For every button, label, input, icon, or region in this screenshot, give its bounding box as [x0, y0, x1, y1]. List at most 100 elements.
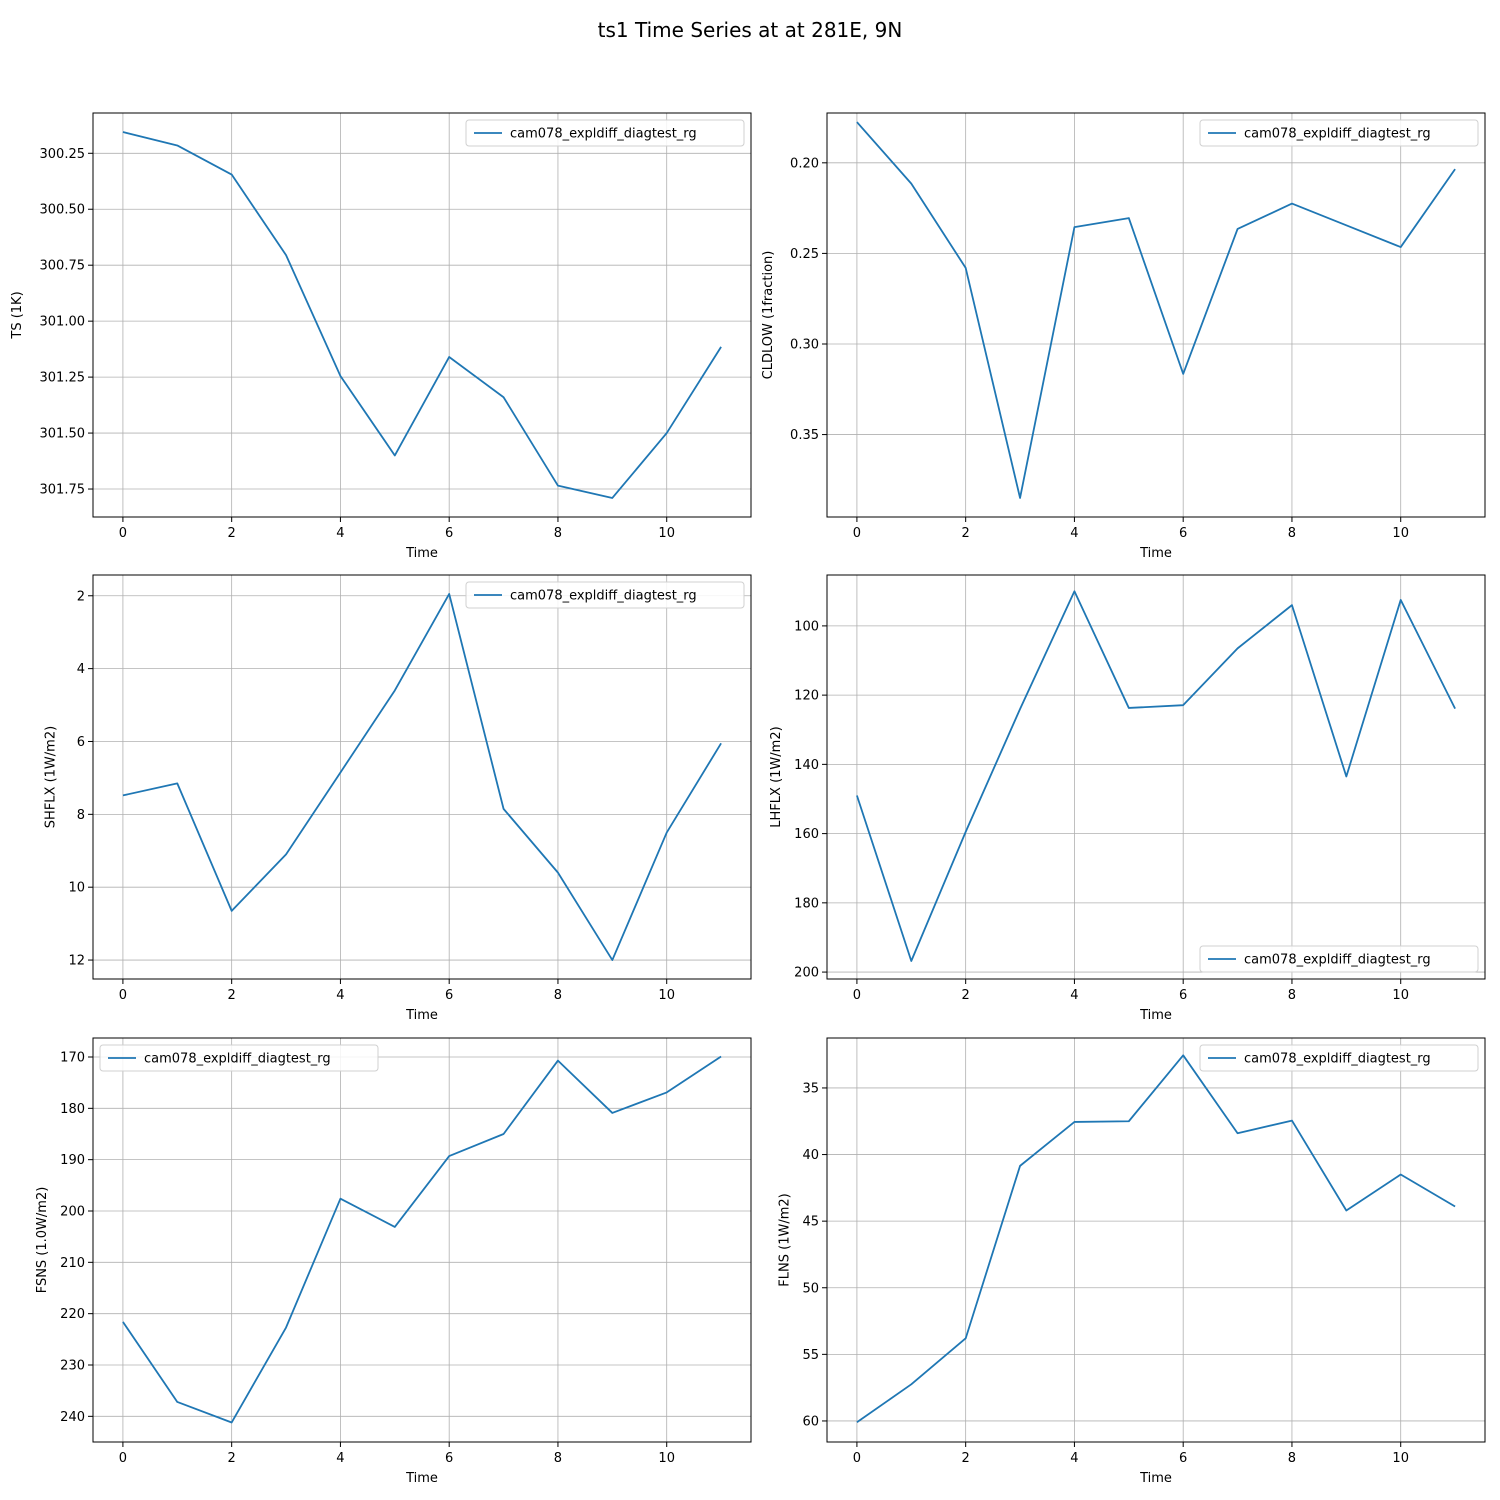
x-tick-label: 2 — [228, 1451, 236, 1466]
y-tick-label: 140 — [794, 758, 819, 773]
y-tick-label: 35 — [802, 1081, 819, 1096]
y-tick-label: 100 — [794, 619, 819, 634]
x-tick-label: 8 — [1288, 526, 1296, 541]
x-tick-label: 10 — [1392, 1451, 1409, 1466]
y-tick-label: 220 — [60, 1307, 85, 1322]
x-tick-label: 2 — [228, 526, 236, 541]
subplot-6: 0 2 4 6 8 10 35 40 45 50 55 60 Time FLNS (1W/m2) cam07… — [777, 1037, 1486, 1486]
series-line — [122, 131, 722, 499]
x-tick-label: 6 — [1179, 988, 1187, 1003]
legend: cam078_expldiff_diagtest_rg — [99, 1044, 379, 1072]
axes-frame — [826, 112, 1486, 518]
series-line — [122, 1055, 722, 1424]
subplot-4: 0 2 4 6 8 10 100 120 140 160 180 200 Time LHFLX (1W/m… — [769, 574, 1486, 1023]
x-tick-label: 2 — [962, 526, 970, 541]
legend-box — [465, 119, 745, 147]
x-tick-label: 2 — [228, 988, 236, 1003]
x-tick-label: 6 — [1179, 526, 1187, 541]
legend: cam078_expldiff_diagtest_rg — [465, 119, 745, 147]
y-axis-label: FSNS (1.0W/m2) — [35, 1187, 50, 1294]
x-tick-label: 10 — [658, 1451, 675, 1466]
x-tick-label: 10 — [1392, 988, 1409, 1003]
y-tick-label: 0.35 — [790, 428, 819, 443]
y-tick-label: 60 — [802, 1414, 819, 1429]
y-tick-label: 230 — [60, 1358, 85, 1373]
y-tick-label: 10 — [68, 881, 85, 896]
y-tick-label: 300.25 — [40, 147, 86, 162]
series-line — [856, 121, 1456, 499]
legend: cam078_expldiff_diagtest_rg — [1199, 119, 1479, 147]
y-tick-label: 50 — [802, 1281, 819, 1296]
legend-box — [465, 581, 745, 609]
subplot-1: 0 2 4 6 8 10 300.25 300.50 300.75 301.00 301.25 301… — [10, 112, 752, 561]
subplot-5: 0 2 4 6 8 10 170 180 190 200 210 220 230 240 Time FSNS … — [35, 1037, 752, 1486]
y-tick-label: 301.00 — [40, 315, 86, 330]
x-tick-label: 0 — [119, 1451, 127, 1466]
axes-frame — [92, 1037, 752, 1443]
x-tick-label: 8 — [554, 988, 562, 1003]
y-tick-label: 170 — [60, 1050, 85, 1065]
y-tick-label: 6 — [77, 735, 85, 750]
y-tick-label: 160 — [794, 827, 819, 842]
legend: cam078_expldiff_diagtest_rg — [1199, 945, 1479, 973]
y-tick-label: 240 — [60, 1410, 85, 1425]
legend-box — [1199, 1044, 1479, 1072]
legend: cam078_expldiff_diagtest_rg — [1199, 1044, 1479, 1072]
x-axis-label: Time — [405, 546, 438, 561]
x-tick-label: 4 — [336, 988, 344, 1003]
x-tick-label: 8 — [554, 526, 562, 541]
axes-frame — [826, 1037, 1486, 1443]
x-tick-label: 8 — [554, 1451, 562, 1466]
x-tick-label: 6 — [1179, 1451, 1187, 1466]
x-tick-label: 10 — [1392, 526, 1409, 541]
axes-frame — [826, 574, 1486, 980]
y-tick-label: 300.75 — [40, 259, 86, 274]
legend-box — [1199, 945, 1479, 973]
y-tick-label: 300.50 — [40, 203, 86, 218]
x-tick-label: 6 — [445, 1451, 453, 1466]
y-axis-label: SHFLX (1W/m2) — [43, 726, 58, 828]
x-tick-label: 6 — [445, 988, 453, 1003]
x-tick-label: 2 — [962, 1451, 970, 1466]
x-tick-label: 0 — [853, 526, 861, 541]
x-axis-label: Time — [405, 1008, 438, 1023]
subplot-2: 0 2 4 6 8 10 0.20 0.25 0.30 0.35 Time CLDLOW (1frac… — [761, 112, 1486, 561]
figure-title: ts1 Time Series at at 281E, 9N — [598, 18, 903, 42]
x-tick-label: 0 — [119, 526, 127, 541]
x-axis-label: Time — [405, 1471, 438, 1486]
y-tick-label: 301.50 — [40, 427, 86, 442]
legend-label: cam078_expldiff_diagtest_rg — [510, 127, 697, 142]
legend-label: cam078_expldiff_diagtest_rg — [144, 1052, 331, 1067]
subplot-3: 0 2 4 6 8 10 2 4 6 8 10 12 Time SHFLX (1W/m2) cam078_e… — [43, 574, 752, 1023]
y-tick-label: 120 — [794, 689, 819, 704]
y-tick-label: 40 — [802, 1148, 819, 1163]
y-tick-label: 2 — [77, 589, 85, 604]
y-tick-label: 180 — [794, 896, 819, 911]
y-tick-label: 4 — [77, 662, 85, 677]
y-tick-label: 45 — [802, 1215, 819, 1230]
y-tick-label: 8 — [77, 808, 85, 823]
y-tick-label: 0.25 — [790, 247, 819, 262]
x-tick-label: 8 — [1288, 988, 1296, 1003]
y-tick-label: 190 — [60, 1153, 85, 1168]
legend-box — [99, 1044, 379, 1072]
axes-frame — [92, 574, 752, 980]
legend-label: cam078_expldiff_diagtest_rg — [1244, 127, 1431, 142]
y-tick-label: 0.30 — [790, 337, 819, 352]
legend-box — [1199, 119, 1479, 147]
y-tick-label: 200 — [794, 966, 819, 981]
y-tick-label: 200 — [60, 1204, 85, 1219]
y-tick-label: 0.20 — [790, 156, 819, 171]
y-axis-label: LHFLX (1W/m2) — [769, 726, 784, 827]
y-axis-label: FLNS (1W/m2) — [777, 1193, 792, 1286]
x-tick-label: 2 — [962, 988, 970, 1003]
x-tick-label: 4 — [1070, 526, 1078, 541]
y-tick-label: 12 — [68, 954, 85, 969]
x-tick-label: 8 — [1288, 1451, 1296, 1466]
legend-label: cam078_expldiff_diagtest_rg — [1244, 953, 1431, 968]
legend: cam078_expldiff_diagtest_rg — [465, 581, 745, 609]
y-axis-label: CLDLOW (1fraction) — [761, 251, 776, 380]
x-tick-label: 0 — [853, 988, 861, 1003]
x-tick-label: 6 — [445, 526, 453, 541]
